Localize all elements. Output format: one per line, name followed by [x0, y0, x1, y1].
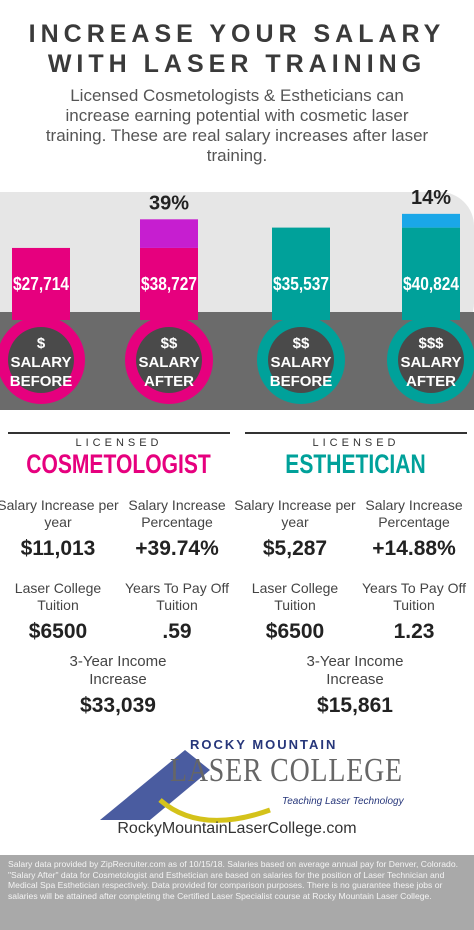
- bar: [12, 247, 70, 320]
- bar: [272, 227, 330, 320]
- bar-label: $27,714: [13, 274, 69, 294]
- logo-mountain: [100, 750, 210, 820]
- badge-center: [398, 327, 464, 393]
- badge-text: $: [37, 335, 46, 352]
- badge-text: SALARY: [270, 354, 331, 371]
- stat-label: Salary Increase Percentage: [128, 497, 226, 530]
- footnote-box: Salary data provided by ZipRecruiter.com…: [0, 855, 474, 930]
- logo-swoosh: [158, 798, 271, 823]
- section-name: COSMETOLOGIST: [26, 449, 211, 479]
- stat-value: $6500: [28, 620, 88, 643]
- badge-text: $$: [161, 335, 178, 352]
- total-value: $33,039: [80, 694, 156, 717]
- bar-increase: [140, 219, 198, 248]
- footnote: Salary data provided by ZipRecruiter.com…: [8, 859, 459, 901]
- increase-label: 14%: [411, 187, 451, 209]
- website-url[interactable]: RockyMountainLaserCollege.com: [117, 820, 357, 837]
- stat-value: 1.23: [393, 620, 435, 643]
- badge-text: SALARY: [10, 354, 71, 371]
- stat-value: +14.88%: [372, 537, 456, 560]
- stat-value: $11,013: [20, 537, 96, 560]
- stat-label: Salary Increase Percentage: [365, 497, 463, 530]
- stat-value: +39.74%: [135, 537, 219, 560]
- bar-label: $35,537: [273, 274, 329, 294]
- badge-text: $$: [293, 335, 310, 352]
- bar-increase: [402, 213, 460, 228]
- stat-label: Years To Pay Off Tuition: [361, 580, 467, 613]
- divider: [8, 432, 230, 434]
- title: INCREASE YOUR SALARY: [28, 20, 446, 48]
- stat-label: Salary Increase per year: [234, 497, 356, 530]
- badge-text: AFTER: [406, 373, 456, 390]
- logo-line: LASER COLLEGE: [170, 752, 403, 789]
- total-label: 3-Year Income Increase: [306, 653, 404, 688]
- title: WITH LASER TRAINING: [47, 50, 427, 78]
- section-name: ESTHETICIAN: [285, 449, 426, 479]
- section-kicker: LICENSED: [276, 437, 436, 449]
- total-value: $15,861: [317, 694, 393, 717]
- stat-value: $6500: [265, 620, 325, 643]
- badge-text: $$$: [418, 335, 444, 352]
- stat-value: .59: [162, 620, 192, 643]
- bar-base: [402, 227, 460, 320]
- logo-graphic: [100, 750, 271, 823]
- total-label: 3-Year Income Increase: [69, 653, 167, 688]
- badge-text: BEFORE: [270, 373, 333, 390]
- increase-label: 39%: [149, 192, 189, 214]
- logo-line: ROCKY MOUNTAIN: [190, 737, 338, 752]
- chart-backdrop: [0, 192, 474, 337]
- bar-label: $40,824: [403, 274, 459, 294]
- badge-center: [268, 327, 334, 393]
- badge-text: BEFORE: [10, 373, 73, 390]
- salary-chart: $27,714 $ SALARY BEFORE 39% $38,727 $$ SALARY AF…: [0, 187, 474, 410]
- bar-base: [140, 247, 198, 320]
- stat-value: $5,287: [262, 537, 328, 560]
- badge-text: AFTER: [144, 373, 194, 390]
- stat-label: Salary Increase per year: [0, 497, 119, 530]
- stat-label: Years To Pay Off Tuition: [124, 580, 230, 613]
- intro: Licensed Cosmetologists & Estheticians c…: [45, 86, 429, 165]
- divider: [245, 432, 467, 434]
- logo-tagline: Teaching Laser Technology: [282, 796, 404, 807]
- bar-label: $38,727: [141, 274, 197, 294]
- stat-label: Laser College Tuition: [14, 580, 102, 613]
- badge-center: [136, 327, 202, 393]
- section-kicker: LICENSED: [39, 437, 199, 449]
- badge-text: SALARY: [400, 354, 461, 371]
- stat-label: Laser College Tuition: [251, 580, 339, 613]
- badge-center: [8, 327, 74, 393]
- badge-text: SALARY: [138, 354, 199, 371]
